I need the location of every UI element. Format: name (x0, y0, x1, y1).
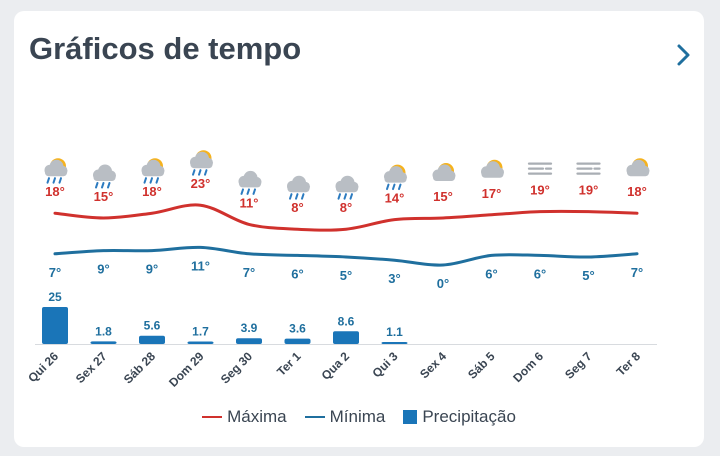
max-temp-label: 15° (94, 189, 114, 204)
fog-icon (527, 162, 553, 175)
min-temp-label: 3° (388, 271, 400, 286)
max-temp-line (53, 203, 639, 232)
day-label: Sex 4 (417, 349, 449, 381)
precip-bar (139, 335, 165, 344)
sun-rain-icon (384, 164, 407, 191)
precip-bar (284, 338, 311, 344)
precip-labels: 25 1.8 5.6 1.7 3.9 3.6 8.6 1.1 (48, 290, 403, 339)
day-label: Ter 8 (614, 349, 644, 379)
legend-max-label: Máxima (227, 407, 287, 426)
min-temp-labels: 7° 9° 9° 11° 7° 6° 5° 3° 0° 6° 6° 5° 7° (49, 258, 643, 291)
precip-label: 25 (48, 290, 62, 304)
precip-label: 5.6 (144, 319, 161, 333)
sun-rain-icon (141, 158, 165, 184)
day-label: Qui 26 (25, 349, 61, 385)
weather-chart: 18° 15° 18° 23° 11° 8° 8° 14° 15° 17° 19° 19° 18° 7°… (25, 150, 657, 390)
sun-rain-icon (44, 158, 68, 184)
min-temp-label: 5° (340, 268, 352, 283)
cloud-rain-icon (335, 175, 359, 200)
max-temp-label: 18° (627, 184, 647, 199)
precip-bars (42, 307, 408, 344)
day-label: Seg 7 (562, 349, 595, 382)
chevron-right-icon[interactable] (674, 43, 694, 67)
day-label: Qua 2 (319, 349, 353, 383)
legend-precip-label: Precipitação (422, 407, 516, 426)
precip-bar (236, 338, 262, 344)
min-temp-label: 7° (243, 265, 255, 280)
sun-cloud-icon (626, 158, 650, 177)
precip-bar (333, 331, 359, 344)
day-label: Qui 3 (369, 349, 400, 380)
cloud-rain-icon (238, 170, 262, 195)
min-temp-label: 6° (534, 266, 546, 281)
sun-rain-icon (190, 150, 213, 176)
max-temp-label: 19° (579, 183, 599, 198)
max-temp-label: 8° (291, 200, 303, 215)
legend-precip[interactable]: Precipitação (403, 407, 516, 427)
max-temp-labels: 18° 15° 18° 23° 11° 8° 8° 14° 15° 17° 19° 19° 18° (45, 176, 647, 215)
precip-label: 3.9 (241, 321, 258, 335)
max-temp-label: 14° (385, 191, 405, 206)
max-temp-label: 17° (482, 186, 502, 201)
max-temp-label: 18° (45, 184, 65, 199)
max-temp-label: 18° (142, 184, 162, 199)
min-temp-label: 9° (146, 262, 158, 277)
card-title: Gráficos de tempo (29, 31, 302, 66)
precip-label: 3.6 (289, 322, 306, 336)
precip-bar (90, 341, 117, 344)
min-temp-label: 6° (485, 266, 497, 281)
min-temp-label: 7° (49, 265, 61, 280)
precip-label: 8.6 (338, 314, 355, 328)
precip-label: 1.1 (386, 325, 403, 339)
min-temp-label: 0° (437, 276, 449, 291)
day-label: Sex 27 (73, 349, 110, 386)
day-label: Dom 6 (510, 349, 546, 385)
max-temp-label: 23° (191, 176, 211, 191)
legend-max[interactable]: Máxima (202, 407, 287, 427)
precip-bar (381, 342, 408, 344)
min-temp-label: 11° (191, 258, 210, 273)
day-label: Sáb 5 (465, 349, 498, 382)
day-label: Dom 29 (166, 349, 207, 390)
cloud-rain-icon (287, 175, 310, 200)
max-temp-label: 11° (240, 195, 259, 210)
min-temp-label: 9° (97, 262, 109, 277)
precip-bar (187, 341, 214, 344)
legend-max-swatch (202, 416, 223, 418)
min-temp-label: 7° (631, 265, 643, 280)
sun-cloud-icon (481, 159, 504, 178)
legend-precip-swatch (403, 410, 418, 424)
max-temp-label: 15° (433, 189, 453, 204)
min-temp-label: 6° (291, 266, 303, 281)
day-label: Seg 30 (218, 349, 255, 386)
legend-min-label: Mínima (329, 407, 386, 426)
legend-min-swatch (304, 416, 325, 418)
chart-legend: Máxima Mínima Precipitação (14, 407, 704, 427)
day-label: Ter 1 (274, 349, 304, 379)
min-temp-line (53, 245, 639, 267)
cloud-rain-icon (93, 164, 116, 189)
sun-cloud-icon (432, 163, 456, 181)
precip-label: 1.8 (95, 324, 112, 338)
fog-icon (576, 162, 601, 175)
min-temp-label: 5° (582, 268, 594, 283)
max-temp-label: 19° (530, 183, 550, 198)
legend-min[interactable]: Mínima (304, 407, 386, 427)
weather-icons (44, 150, 650, 200)
precip-label: 1.7 (192, 324, 209, 338)
precip-bar (42, 307, 68, 344)
max-temp-label: 8° (340, 200, 352, 215)
weather-chart-card: Gráficos de tempo (14, 11, 704, 447)
day-labels: Qui 26 Sex 27 Sáb 28 Dom 29 Seg 30 Ter 1 Qua 2… (25, 349, 643, 390)
day-label: Sáb 28 (121, 349, 158, 386)
